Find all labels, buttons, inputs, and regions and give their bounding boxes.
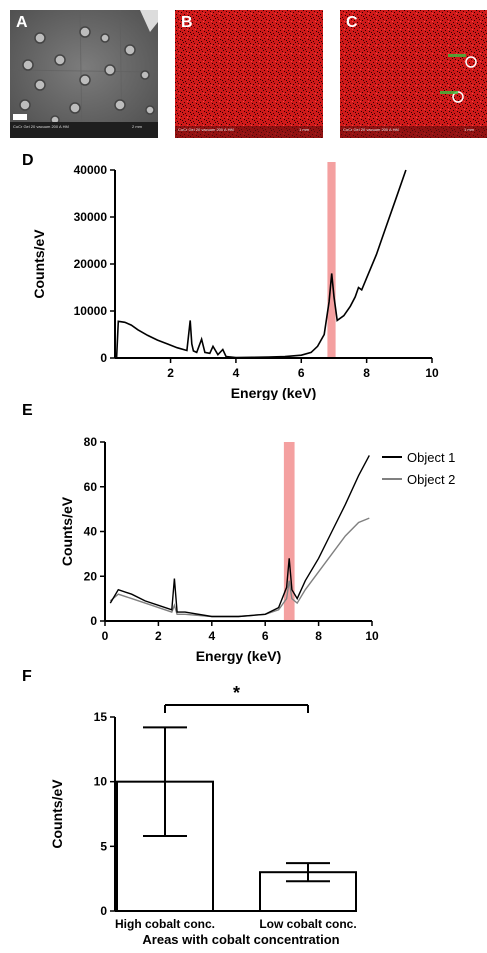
x-tick-label: 6 — [298, 366, 305, 380]
scale-bar-label: 2 mm — [132, 124, 142, 129]
chart-d-eds-spectrum: 2 4 6 8 10 0 10000 20000 30000 40000 Energy (keV) C… — [31, 162, 439, 400]
y-tick-label: 0 — [90, 614, 97, 628]
eds-map-objects-panel: C CoCr Gel 20 vacuum 200 A HM 1 mm — [340, 10, 487, 138]
x-tick-label: 2 — [155, 629, 162, 643]
y-tick-label: 10 — [94, 775, 108, 789]
chart-e-object-spectra: 0 2 4 6 8 10 0 20 40 60 80 Object 1 Object 2 Energy (… — [59, 435, 455, 664]
legend-label: Object 2 — [407, 472, 455, 487]
panel-label-c: C — [346, 14, 358, 31]
x-tick-label: 10 — [425, 366, 439, 380]
eds-footer-text: CoCr Gel 20 vacuum 200 A HM — [178, 127, 234, 132]
highlight-band — [283, 442, 295, 621]
scale-bar-label: 1 mm — [464, 127, 474, 132]
x-tick-label: 0 — [102, 629, 109, 643]
series-line-1 — [109, 455, 370, 618]
panel-label-a: A — [16, 14, 28, 31]
y-axis-label: Counts/eV — [59, 496, 75, 566]
y-tick-label: 15 — [94, 710, 108, 724]
x-tick-label: 4 — [208, 629, 215, 643]
panel-label-f: F — [22, 668, 32, 685]
highlight-band — [327, 162, 336, 358]
category-label: High cobalt conc. — [115, 917, 215, 931]
y-tick-label: 0 — [100, 904, 107, 918]
x-axis-label: Energy (keV) — [196, 648, 282, 664]
object-1-marker — [465, 56, 477, 68]
sem-image-panel: A CoCr Gel 20 vacuum 200 A HM 2 mm — [10, 10, 158, 138]
y-tick-label: 20000 — [74, 257, 108, 271]
chart-f-bar-comparison: 0 5 10 15 High cobalt conc. Low cobalt conc. *… — [49, 683, 357, 947]
panel-label-e: E — [22, 402, 33, 419]
x-tick-label: 8 — [315, 629, 322, 643]
y-axis-label: Counts/eV — [49, 779, 65, 849]
sem-micrograph — [10, 10, 158, 138]
eds-cobalt-map — [175, 10, 323, 138]
spectrum-line — [115, 169, 407, 359]
y-tick-label: 0 — [100, 351, 107, 365]
x-tick-label: 8 — [363, 366, 370, 380]
y-tick-label: 10000 — [74, 304, 108, 318]
category-label: Low cobalt conc. — [259, 917, 356, 931]
y-axis-label: Counts/eV — [31, 229, 47, 299]
eds-cobalt-map-objects — [340, 10, 487, 138]
x-axis-label: Areas with cobalt concentration — [142, 932, 339, 947]
y-tick-label: 5 — [100, 839, 107, 853]
eds-footer-text: CoCr Gel 20 vacuum 200 A HM — [343, 127, 399, 132]
y-tick-label: 80 — [84, 435, 98, 449]
panel-label-b: B — [181, 14, 193, 31]
eds-map-panel: B CoCr Gel 20 vacuum 200 A HM 1 mm — [175, 10, 323, 138]
x-tick-label: 4 — [233, 366, 240, 380]
panel-label-d: D — [22, 152, 34, 169]
y-tick-label: 40 — [84, 525, 98, 539]
legend-label: Object 1 — [407, 450, 455, 465]
y-tick-label: 30000 — [74, 210, 108, 224]
significance-marker: * — [233, 683, 240, 703]
scale-bar-label: 1 mm — [299, 127, 309, 132]
x-axis-label: Energy (keV) — [231, 385, 317, 400]
sem-footer-text: CoCr Gel 20 vacuum 200 A HM — [13, 124, 69, 129]
y-tick-label: 20 — [84, 569, 98, 583]
y-tick-label: 60 — [84, 480, 98, 494]
x-tick-label: 10 — [365, 629, 379, 643]
x-tick-label: 2 — [167, 366, 174, 380]
x-tick-label: 6 — [262, 629, 269, 643]
y-tick-label: 40000 — [74, 163, 108, 177]
